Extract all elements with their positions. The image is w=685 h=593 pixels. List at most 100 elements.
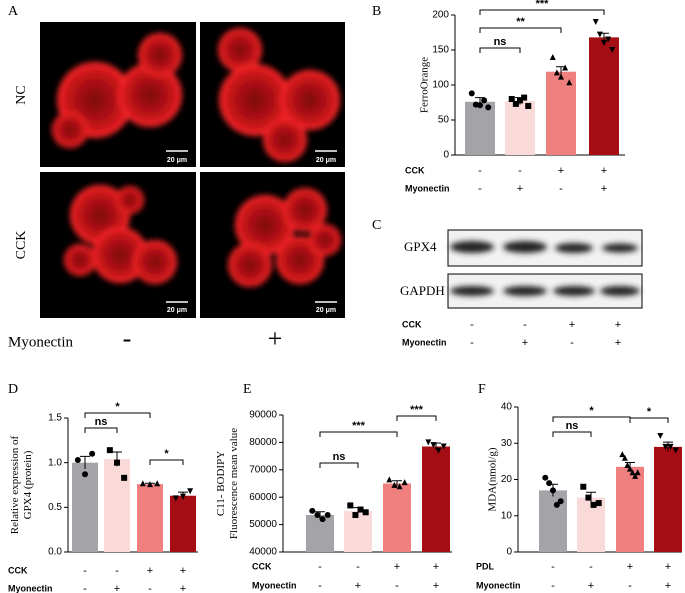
condition-sign: + (433, 580, 439, 592)
data-point (468, 90, 475, 97)
y-tick-label: 40 (501, 402, 513, 413)
data-point (596, 31, 603, 38)
significance-label: *** (352, 420, 366, 432)
scale-bar-label: 20 μm (167, 307, 187, 314)
y-tick-label: 0 (506, 547, 512, 558)
bar (654, 446, 682, 552)
bar (170, 495, 196, 552)
data-point (592, 19, 599, 25)
condition-sign: + (569, 319, 575, 331)
condition-sign: + (180, 565, 186, 577)
condition-sign: - (478, 183, 482, 195)
condition-label: PDL (476, 561, 495, 571)
data-point (347, 502, 354, 509)
y-tick-label: 80000 (249, 437, 277, 448)
data-point (595, 500, 602, 507)
data-point (508, 96, 515, 102)
condition-sign: - (83, 565, 87, 577)
y-tick-label: 70000 (249, 464, 277, 475)
data-point (627, 465, 633, 472)
bar (505, 101, 535, 155)
condition-sign: - (356, 561, 360, 573)
condition-label: Myonectin (405, 183, 450, 193)
condition-sign: - (148, 583, 152, 593)
error-bar (80, 455, 90, 469)
data-point (562, 64, 569, 71)
y-tick-label: 1.5 (48, 413, 62, 424)
significance-label: * (115, 401, 120, 413)
condition-sign: - (518, 165, 522, 177)
y-axis-label: Fluorescence mean value (228, 428, 240, 539)
significance-bracket (479, 9, 605, 15)
condition-sign: + (147, 565, 153, 577)
significance-label: * (164, 448, 169, 460)
y-tick-label: 1.0 (48, 457, 62, 468)
data-point (667, 443, 674, 450)
panel-label: C (372, 218, 381, 233)
data-point (521, 94, 528, 101)
bar (422, 446, 450, 552)
condition-sign: + (355, 580, 361, 592)
y-axis-label: Relative expression of (9, 435, 21, 534)
data-point (601, 40, 607, 46)
condition-sign: - (83, 583, 87, 593)
condition-sign: + (558, 165, 564, 177)
condition-sign: - (628, 580, 632, 592)
micrograph (40, 22, 345, 318)
band-label: GPX4 (404, 239, 437, 254)
data-point (566, 79, 573, 86)
data-point (657, 433, 664, 439)
significance-bracket (84, 412, 151, 418)
y-tick-label: 60000 (249, 492, 277, 503)
significance-bracket (84, 427, 118, 433)
y-axis-label: C11- BODIPY (215, 451, 227, 516)
treatment-label: Myonectin (8, 334, 73, 350)
y-axis-label: MDA(nmol/g) (487, 447, 499, 512)
bar (72, 462, 98, 552)
y-tick-label: 100 (432, 80, 449, 91)
data-point (619, 451, 626, 458)
scale-bar-label: 20 μm (316, 307, 336, 314)
y-tick-label: 10 (501, 510, 513, 521)
data-point (357, 506, 364, 513)
data-point (425, 439, 432, 446)
data-point (121, 474, 128, 481)
data-point (319, 516, 326, 523)
condition-sign: + (615, 319, 621, 331)
significance-bracket (479, 27, 562, 33)
y-tick-label: 30 (501, 438, 513, 449)
y-tick-label: 150 (432, 45, 449, 56)
data-point (553, 501, 560, 508)
bar (465, 101, 495, 155)
data-point (435, 447, 442, 454)
condition-sign: + (601, 165, 607, 177)
significance-bracket (552, 431, 592, 437)
data-point (558, 73, 564, 80)
bar (306, 515, 334, 552)
condition-sign: - (589, 561, 593, 573)
y-axis-label: FerroOrange (419, 57, 431, 113)
data-point (585, 494, 592, 501)
condition-sign: + (433, 561, 439, 573)
data-point (557, 498, 564, 505)
data-point (82, 471, 88, 478)
condition-sign: + (114, 583, 120, 593)
data-point (550, 487, 556, 494)
condition-sign: + (615, 337, 621, 349)
condition-sign: - (559, 183, 563, 195)
data-point (481, 97, 488, 104)
data-point (525, 103, 532, 109)
panel-label: F (478, 382, 486, 397)
significance-bracket (552, 416, 631, 422)
bar (546, 71, 576, 155)
data-point (590, 501, 597, 508)
row-label: CCK (14, 231, 29, 260)
condition-label: Myonectin (252, 580, 297, 590)
data-point (629, 469, 636, 476)
data-point (517, 97, 523, 104)
significance-label: * (647, 406, 652, 418)
significance-label: * (589, 405, 594, 417)
y-tick-label: 200 (432, 10, 449, 21)
bar (616, 466, 644, 552)
bar (104, 459, 130, 552)
